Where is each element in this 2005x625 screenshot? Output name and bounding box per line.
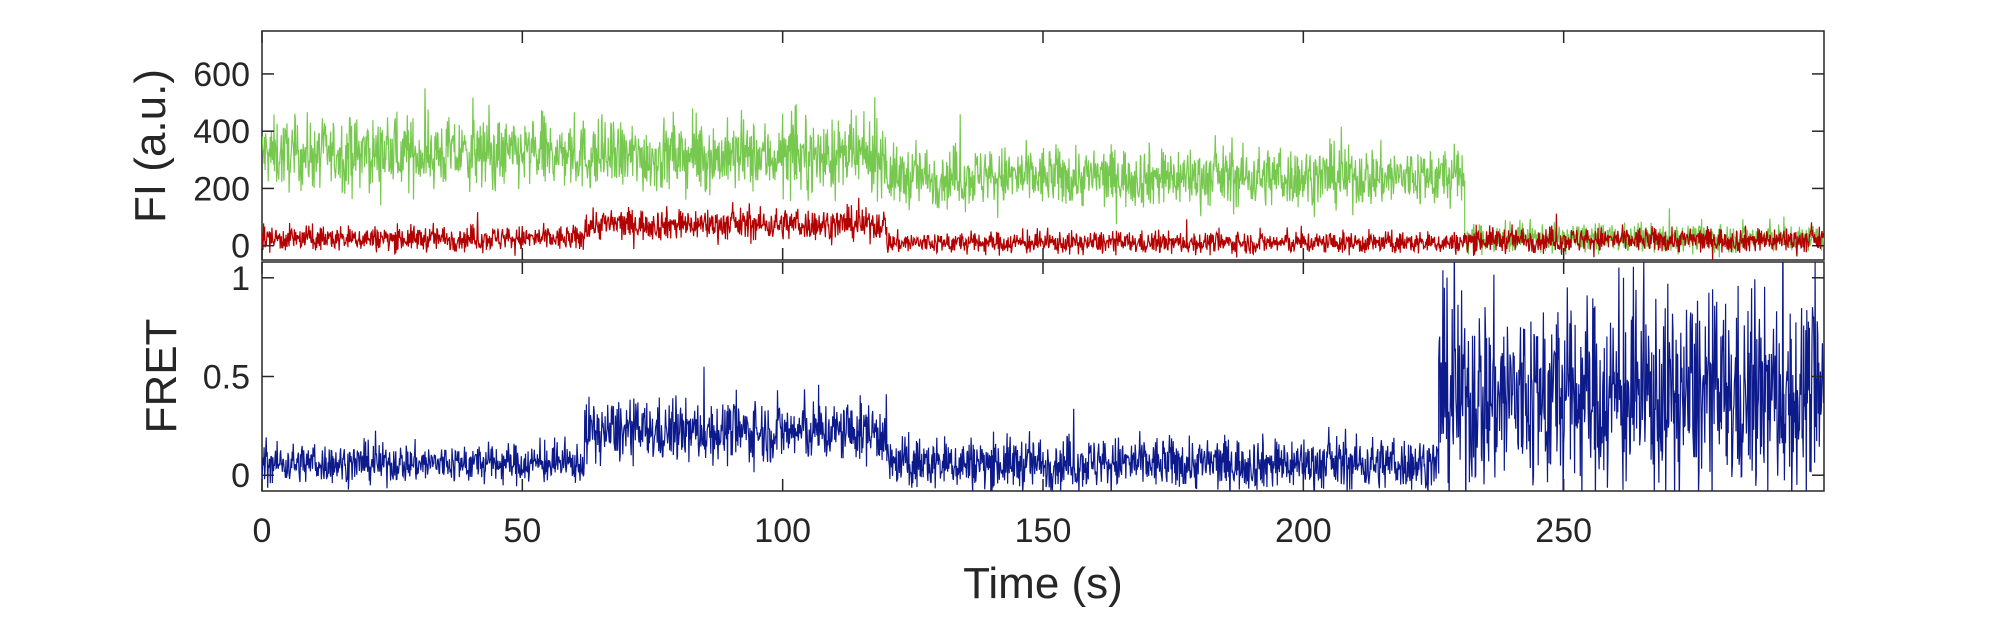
time-x-tick-label: 100: [754, 512, 811, 550]
time-x-tick-label: 0: [253, 512, 272, 550]
time-x-tick-label: 250: [1535, 512, 1592, 550]
fluorescence-y-tick-label: 0: [231, 228, 250, 266]
fluorescence-y-tick-label: 600: [193, 56, 250, 94]
fret-efficiency-panel: 00.51 0 50 100 150 200 250 FRET Time (s): [137, 31, 1825, 608]
fret-y-axis-label: FRET: [137, 319, 186, 434]
fret-y-tick-label: 0.5: [203, 359, 250, 397]
time-x-tick-label: 200: [1275, 512, 1332, 550]
fluorescence-y-tick-label: 200: [193, 170, 250, 208]
fluorescence-trace-1: [262, 197, 1824, 260]
fluorescence-intensity-panel: 0 200 400 600 FI (a.u.): [126, 30, 1825, 266]
fluorescence-traces: [262, 88, 1824, 260]
fret-y-tick-label: 1: [231, 260, 250, 298]
fret-y-ticks: 00.51: [203, 260, 1824, 495]
fluorescence-trace-0: [262, 88, 1824, 258]
time-x-tick-label: 150: [1015, 512, 1072, 550]
time-x-tick-label: 50: [503, 512, 541, 550]
fluorescence-y-axis-label: FI (a.u.): [126, 69, 175, 223]
time-x-axis-label: Time (s): [963, 559, 1123, 608]
fluorescence-y-tick-label: 400: [193, 113, 250, 151]
fluorescence-y-ticks: 0 200 400 600: [193, 56, 1824, 266]
time-x-ticks: 0 50 100 150 200 250: [253, 31, 1592, 550]
fret-y-tick-label: 0: [231, 457, 250, 495]
